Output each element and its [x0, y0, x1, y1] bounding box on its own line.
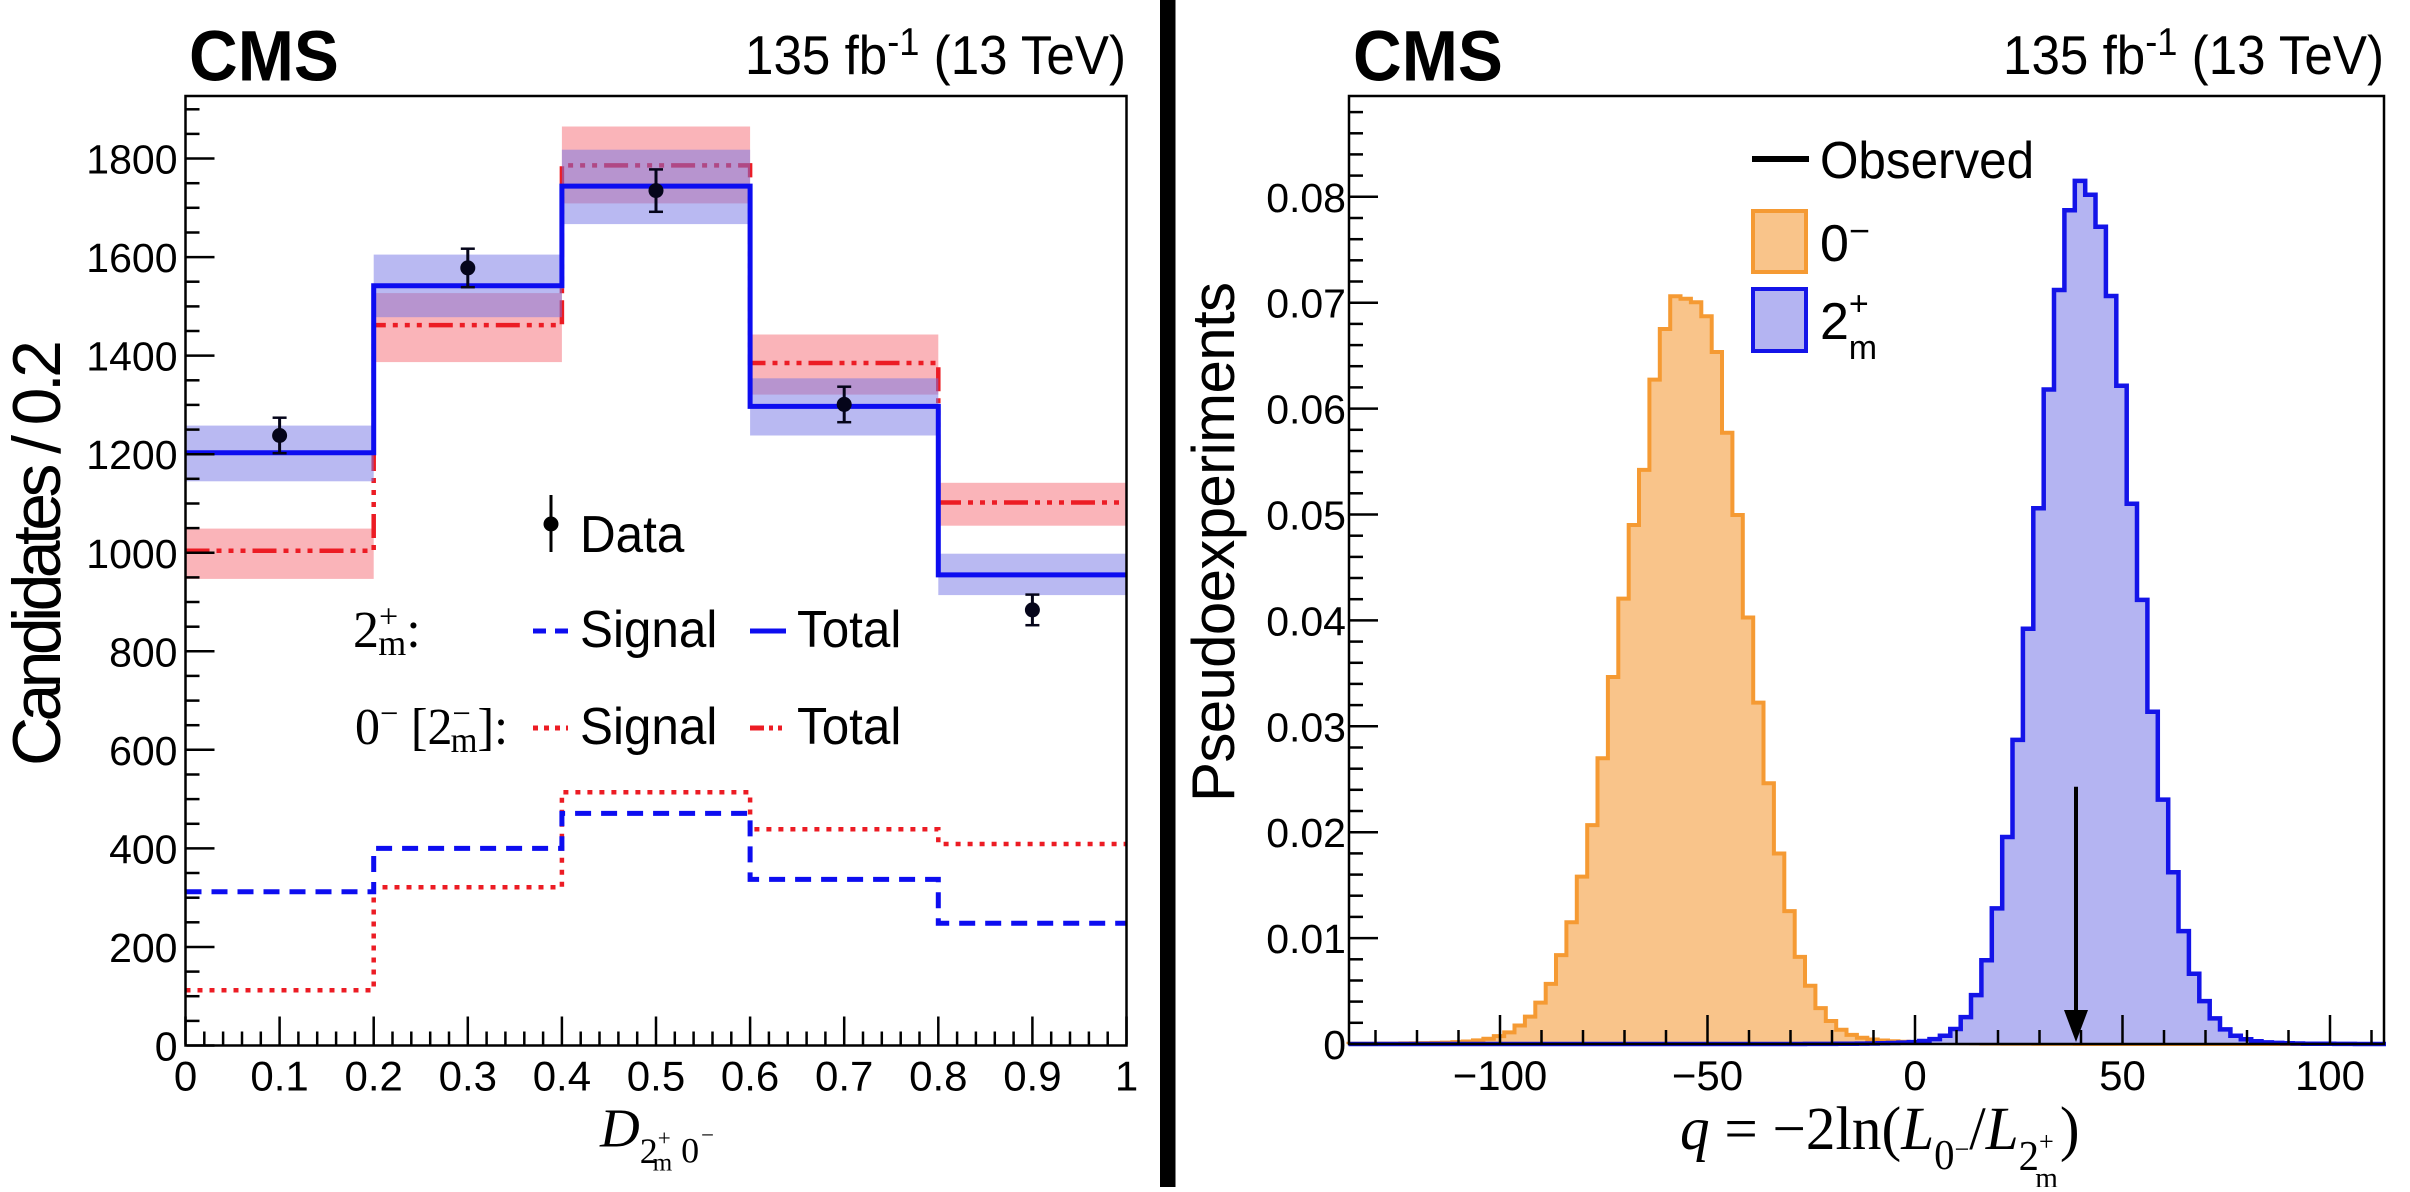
- svg-text:0.02: 0.02: [1266, 810, 1346, 856]
- svg-text:0.7: 0.7: [815, 1053, 873, 1100]
- svg-text:Signal: Signal: [580, 697, 717, 755]
- svg-text:Data: Data: [580, 505, 685, 563]
- svg-text:0.04: 0.04: [1266, 598, 1346, 644]
- svg-text:50: 50: [2099, 1052, 2146, 1099]
- svg-text:600: 600: [109, 728, 177, 774]
- svg-text:200: 200: [109, 925, 177, 971]
- svg-text:Observed: Observed: [1820, 131, 2034, 189]
- svg-text:2+m:: 2+ m:: [353, 599, 421, 664]
- svg-text:0.05: 0.05: [1266, 493, 1346, 539]
- svg-text:0.07: 0.07: [1266, 281, 1346, 327]
- svg-text:0: 0: [155, 1024, 178, 1070]
- svg-text:Candidates / 0.2: Candidates / 0.2: [0, 340, 75, 766]
- svg-text:1800: 1800: [86, 137, 177, 183]
- svg-text:0.8: 0.8: [909, 1053, 967, 1100]
- svg-text:0.08: 0.08: [1266, 175, 1346, 221]
- svg-text:−100: −100: [1453, 1052, 1548, 1099]
- svg-text:800: 800: [109, 629, 177, 675]
- svg-text:Total: Total: [797, 600, 901, 658]
- svg-text:0: 0: [1903, 1052, 1926, 1099]
- svg-text:0.06: 0.06: [1266, 387, 1346, 433]
- svg-text:0− [2−m]:: 0− [2− m]:: [355, 695, 508, 760]
- svg-text:1200: 1200: [86, 432, 177, 478]
- svg-text:135 fb-1 (13 TeV): 135 fb-1 (13 TeV): [745, 20, 1126, 87]
- svg-text:100: 100: [2295, 1052, 2365, 1099]
- svg-text:−50: −50: [1672, 1052, 1743, 1099]
- svg-text:0−: 0−: [1820, 210, 1870, 273]
- svg-text:0.01: 0.01: [1266, 916, 1346, 962]
- svg-text:0.2: 0.2: [345, 1053, 403, 1100]
- svg-text:Signal: Signal: [580, 600, 717, 658]
- svg-text:0.4: 0.4: [533, 1053, 591, 1100]
- svg-text:135 fb-1 (13 TeV): 135 fb-1 (13 TeV): [2003, 20, 2384, 87]
- svg-text:Total: Total: [797, 697, 901, 755]
- svg-text:0: 0: [1323, 1022, 1346, 1068]
- svg-text:CMS: CMS: [189, 16, 339, 96]
- svg-text:0.5: 0.5: [627, 1053, 685, 1100]
- svg-text:1000: 1000: [86, 531, 177, 577]
- svg-text:0.1: 0.1: [250, 1053, 308, 1100]
- svg-text:400: 400: [109, 826, 177, 872]
- svg-text:1600: 1600: [86, 235, 177, 281]
- svg-text:CMS: CMS: [1353, 16, 1503, 96]
- svg-text:0.3: 0.3: [439, 1053, 497, 1100]
- svg-text:1400: 1400: [86, 334, 177, 380]
- svg-text:0: 0: [174, 1053, 197, 1100]
- svg-text:1: 1: [1115, 1053, 1138, 1100]
- svg-text:0.6: 0.6: [721, 1053, 779, 1100]
- svg-text:0.9: 0.9: [1003, 1053, 1061, 1100]
- svg-text:Pseudoexperiments: Pseudoexperiments: [1180, 282, 1247, 802]
- svg-text:0.03: 0.03: [1266, 704, 1346, 750]
